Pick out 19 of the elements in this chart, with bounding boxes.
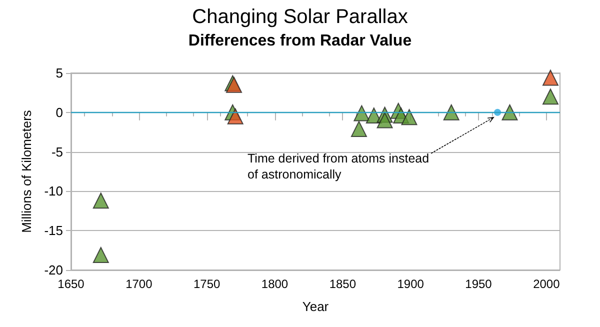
annotation: Time derived from atoms instead of astronomically <box>248 151 430 182</box>
x-tick-label: 1850 <box>329 277 356 291</box>
x-tick-label: 1700 <box>126 277 153 291</box>
y-tick-label: -20 <box>44 262 63 278</box>
y-tick-label: -15 <box>44 223 63 238</box>
y-axis-title: Millions of Kilometers <box>19 110 34 233</box>
x-tick-label: 1900 <box>397 277 424 291</box>
x-tick-label: 1750 <box>193 277 221 291</box>
x-tick-label: 2000 <box>533 277 560 291</box>
chart-subtitle: Differences from Radar Value <box>188 32 412 50</box>
y-tick-label: 0 <box>56 104 63 120</box>
y-tick-label: -5 <box>51 144 63 160</box>
y-tick-label: -10 <box>44 184 63 199</box>
x-axis-title: Year <box>302 299 330 314</box>
x-tick-label: 1950 <box>465 277 492 291</box>
x-tick-label: 1800 <box>261 277 288 291</box>
y-tick-label: 5 <box>56 66 63 80</box>
x-tick-label: 1650 <box>58 277 85 291</box>
chart-title: Changing Solar Parallax <box>192 6 408 28</box>
